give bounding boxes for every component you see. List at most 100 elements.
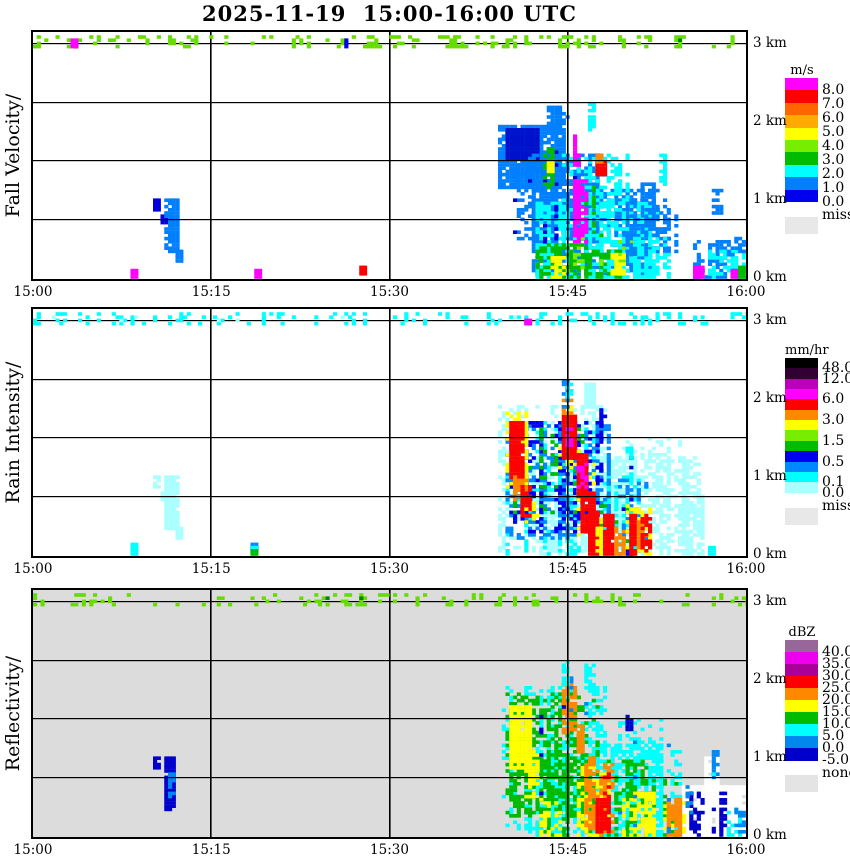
- legend-cell: [785, 102, 818, 116]
- legend-label: 8.0: [822, 82, 845, 99]
- legend-cell: [785, 640, 818, 653]
- legend-cell: [785, 140, 818, 153]
- plot-area-rain-intensity: [31, 307, 748, 558]
- legend-label: 4.0: [822, 138, 845, 155]
- legend-label: 1.5: [822, 432, 845, 449]
- panel-fall-velocity: Fall Velocity/ m/s 8.0 7.0 6.0 5.0 4.0 3.0 2.0…: [0, 30, 850, 300]
- chart-title: 2025-11-19 15:00-16:00 UTC: [201, 1, 578, 26]
- legend-title: dBZ: [788, 625, 816, 640]
- legend-cell: [785, 368, 818, 380]
- legend-cell: [785, 358, 818, 369]
- legend-label: 12.0: [822, 370, 850, 387]
- legend-cell: [785, 177, 818, 191]
- plot-area-fall-velocity: [31, 30, 748, 281]
- legend-label: 40.0: [822, 644, 850, 660]
- km-axis-label: 3 km: [753, 35, 787, 51]
- legend-label: 20.0: [822, 692, 850, 708]
- legend-label: 1.0: [822, 180, 845, 197]
- time-axis-label: 15:30: [370, 284, 409, 300]
- km-axis-label: 2 km: [753, 390, 787, 406]
- legend-cell: [785, 115, 818, 129]
- km-axis-label: 1 km: [753, 468, 787, 484]
- legend-cell: [785, 471, 818, 483]
- legend-title: mm/hr: [785, 343, 829, 358]
- legend-label: 48.0: [822, 360, 850, 377]
- plot-area-reflectivity: [31, 588, 748, 839]
- legend-cell: [785, 712, 818, 725]
- km-axis-label: 0 km: [753, 269, 787, 285]
- legend-cell: [785, 664, 818, 677]
- legend-title: m/s: [790, 63, 814, 78]
- legend-cell: [785, 409, 818, 421]
- time-axis-label: 15:30: [370, 842, 409, 858]
- plot-canvas-reflectivity: [33, 590, 746, 837]
- legend-cell: [785, 461, 818, 473]
- panel-rain-intensity: Rain Intensity/ mm/hr 48.0 12.0 6.0 3.0 1.5 0…: [0, 307, 850, 577]
- legend-label: 15.0: [822, 704, 850, 720]
- time-axis-label: 15:00: [13, 842, 53, 858]
- y-axis-label-rain-intensity: Rain Intensity/: [2, 361, 24, 504]
- legend-label: 0.5: [822, 453, 845, 470]
- legend-cell: [785, 152, 818, 166]
- legend-label: -5.0: [822, 752, 849, 768]
- legend-cell: [785, 652, 818, 665]
- km-axis-label: 3 km: [753, 593, 787, 609]
- time-axis-label: 15:00: [13, 284, 53, 300]
- legend-cell: [785, 482, 818, 494]
- legend-cell: [785, 736, 818, 749]
- panel-reflectivity: Reflectivity/ dBZ 40.0 35.0 30.0 25.0 20.0 15…: [0, 588, 850, 858]
- legend-cell: [785, 451, 818, 462]
- km-axis-label: 2 km: [753, 671, 787, 687]
- legend-cell: [785, 378, 818, 390]
- time-axis-label: 15:45: [548, 284, 588, 300]
- legend-cell: [785, 420, 818, 431]
- legend-cell: [785, 440, 818, 452]
- time-axis-label: 16:00: [726, 561, 766, 577]
- legend-label: 0.1: [822, 474, 845, 491]
- time-axis-label: 15:30: [370, 561, 409, 577]
- km-axis-label: 0 km: [753, 546, 787, 562]
- legend-miss-cell: [785, 775, 818, 792]
- y-axis-label-reflectivity: Reflectivity/: [2, 655, 24, 772]
- km-axis-label: 3 km: [753, 312, 787, 328]
- legend-cell: [785, 748, 818, 761]
- time-axis-label: 16:00: [726, 284, 766, 300]
- legend-label: 3.0: [822, 412, 845, 429]
- time-axis-label: 15:45: [548, 842, 588, 858]
- legend-miss-cell: [785, 217, 818, 234]
- legend-label: 35.0: [822, 656, 850, 672]
- legend-cell: [785, 724, 818, 737]
- legend-cell: [785, 189, 818, 203]
- legend-cell: [785, 90, 818, 104]
- legend-cell: [785, 78, 818, 91]
- legend-cell: [785, 164, 818, 178]
- time-axis-label: 15:45: [548, 561, 588, 577]
- time-axis-label: 15:15: [191, 561, 231, 577]
- legend-label: 2.0: [822, 166, 845, 183]
- legend-miss-cell: [785, 507, 818, 525]
- legend-label: 25.0: [822, 680, 850, 696]
- km-axis-label: 0 km: [753, 827, 787, 843]
- plot-canvas-fall-velocity: [33, 32, 746, 279]
- legend-cell: [785, 389, 818, 400]
- legend-cell: [785, 399, 818, 411]
- time-axis-label: 15:15: [191, 284, 231, 300]
- legend-label: 0.0: [822, 740, 845, 756]
- legend-label: 5.0: [822, 124, 845, 141]
- legend-cell: [785, 700, 818, 713]
- legend-label: 5.0: [822, 728, 845, 744]
- km-axis-label: 1 km: [753, 191, 787, 207]
- legend-miss-label: none: [822, 765, 850, 781]
- legend-label: 0.0: [822, 194, 845, 210]
- legend-label: 0.0: [822, 484, 845, 501]
- legend-miss-label: miss: [822, 207, 850, 223]
- legend-cell: [785, 676, 818, 689]
- time-axis-label: 16:00: [726, 842, 766, 858]
- legend-label: 10.0: [822, 716, 850, 732]
- km-axis-label: 1 km: [753, 749, 787, 765]
- legend-cell: [785, 127, 818, 141]
- legend-label: 6.0: [822, 391, 845, 408]
- plot-canvas-rain-intensity: [33, 309, 746, 556]
- legend-miss-label: miss: [822, 497, 850, 514]
